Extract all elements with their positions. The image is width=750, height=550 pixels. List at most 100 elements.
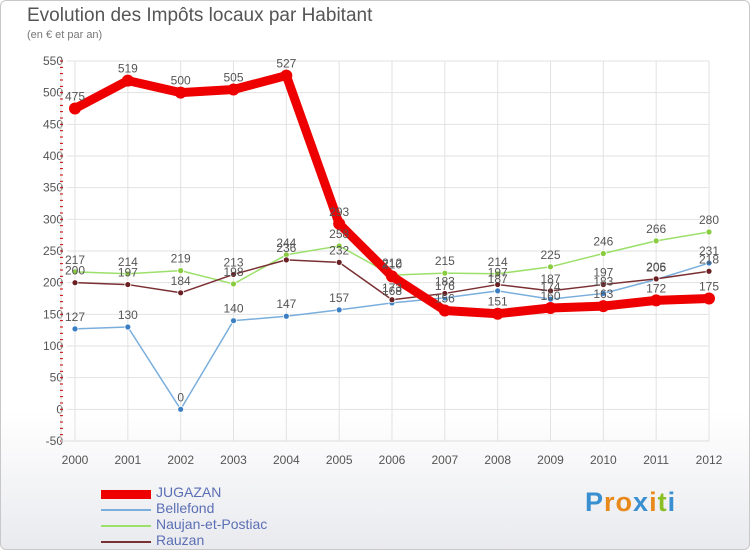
data-label: 225: [540, 248, 560, 262]
data-point-jugazan: [121, 74, 134, 87]
data-point-bellefond: [124, 323, 132, 331]
data-label: 168: [382, 284, 402, 298]
data-label: 236: [276, 241, 296, 255]
data-point-jugazan: [544, 302, 557, 314]
data-label: 172: [646, 281, 666, 295]
data-point-naujan-et-postiac: [335, 242, 343, 250]
data-label: 140: [223, 302, 243, 316]
y-tick-label: 0: [56, 402, 63, 416]
data-label: 219: [171, 252, 191, 266]
data-point-jugazan: [703, 292, 715, 305]
y-tick-label: 550: [43, 54, 63, 68]
x-tick-label: 2006: [379, 453, 406, 467]
data-point-naujan-et-postiac: [124, 270, 132, 278]
data-label: 197: [488, 266, 508, 280]
data-label: 147: [276, 297, 296, 311]
data-point-rauzan: [177, 289, 185, 297]
data-point-jugazan: [280, 69, 293, 82]
legend-label: Naujan-et-Postiac: [156, 516, 268, 532]
data-point-bellefond: [335, 306, 343, 314]
y-tick-label: 250: [43, 244, 63, 258]
x-tick-label: 2002: [167, 453, 194, 467]
data-label: 280: [699, 213, 719, 227]
data-point-bellefond: [177, 405, 185, 413]
data-label: 197: [118, 266, 138, 280]
data-label: 527: [276, 57, 296, 71]
y-tick-label: -50: [46, 434, 64, 448]
data-label: 206: [646, 260, 666, 274]
y-tick-label: 300: [43, 212, 63, 226]
data-point-jugazan: [597, 300, 610, 313]
data-label: 217: [65, 253, 85, 267]
data-point-rauzan: [124, 281, 132, 288]
data-label: 500: [171, 74, 191, 88]
legend-swatch: [101, 489, 151, 499]
data-label: 187: [540, 272, 560, 286]
data-point-jugazan: [438, 304, 451, 317]
data-label: 218: [699, 252, 719, 266]
data-point-bellefond: [230, 317, 237, 325]
data-label: 127: [65, 310, 85, 324]
data-label: 174: [540, 280, 560, 294]
data-point-jugazan: [69, 102, 81, 115]
data-point-bellefond: [494, 287, 502, 295]
y-tick-label: 200: [43, 276, 63, 290]
data-label: 475: [65, 90, 85, 104]
data-point-bellefond: [71, 325, 79, 333]
logo-letter: i: [667, 487, 677, 517]
data-point-bellefond: [705, 259, 713, 267]
legend-swatch: [101, 525, 151, 527]
data-point-rauzan: [652, 275, 660, 283]
x-tick-label: 2001: [114, 453, 141, 467]
data-label: 156: [435, 292, 455, 306]
x-tick-label: 2012: [696, 453, 723, 467]
data-point-naujan-et-postiac: [177, 267, 185, 275]
y-tick-label: 350: [43, 181, 63, 195]
data-point-naujan-et-postiac: [547, 263, 554, 271]
x-tick-label: 2000: [62, 453, 89, 467]
data-point-rauzan: [230, 271, 237, 278]
data-point-bellefond: [282, 312, 290, 320]
y-tick-label: 50: [50, 371, 64, 385]
data-label: 205: [646, 261, 666, 275]
data-label: 244: [276, 236, 296, 250]
legend-label: JUGAZAN: [156, 484, 222, 500]
data-label: 198: [223, 265, 243, 279]
logo-letter: t: [657, 487, 668, 517]
x-tick-label: 2009: [537, 453, 564, 467]
x-tick-label: 2008: [484, 453, 511, 467]
data-label: 197: [593, 266, 613, 280]
y-tick-label: 450: [43, 117, 63, 131]
data-point-naujan-et-postiac: [599, 250, 607, 257]
data-label: 175: [699, 280, 719, 294]
x-tick-label: 2003: [220, 453, 247, 467]
data-point-naujan-et-postiac: [71, 268, 79, 276]
data-point-naujan-et-postiac: [705, 228, 713, 236]
logo-letter: o: [615, 487, 634, 517]
x-tick-label: 2004: [273, 453, 300, 467]
legend-label: Rauzan: [156, 532, 205, 548]
data-label: 293: [329, 205, 349, 219]
x-tick-label: 2011: [643, 453, 669, 467]
y-tick-label: 400: [43, 149, 63, 163]
data-label: 183: [435, 274, 455, 288]
legend-swatch: [101, 541, 151, 543]
x-tick-label: 2007: [431, 453, 458, 467]
data-point-naujan-et-postiac: [441, 269, 449, 277]
chart-title: Evolution des Impôts locaux par Habitant: [27, 5, 373, 26]
legend-label: Bellefond: [156, 500, 215, 516]
data-point-rauzan: [547, 287, 554, 295]
data-label: 157: [329, 291, 349, 305]
data-label: 231: [699, 244, 719, 258]
x-tick-label: 2010: [590, 453, 617, 467]
data-label: 212: [382, 256, 402, 270]
y-tick-label: 150: [43, 307, 63, 321]
chart-subtitle: (en € et par an): [27, 29, 103, 41]
data-point-jugazan: [227, 83, 240, 96]
data-label: 184: [171, 274, 191, 288]
data-label: 176: [435, 279, 455, 293]
data-point-jugazan: [333, 217, 346, 230]
data-label: 130: [118, 308, 138, 322]
data-point-jugazan: [386, 270, 398, 283]
